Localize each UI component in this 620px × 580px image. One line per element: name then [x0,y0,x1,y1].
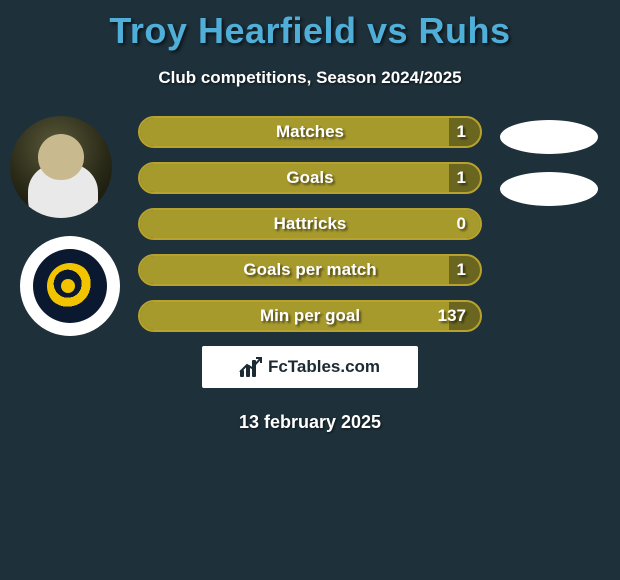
stat-value: 137 [438,302,466,330]
stat-bar-goals: Goals 1 [138,162,482,194]
stat-bar-goals-per-match: Goals per match 1 [138,254,482,286]
bar-chart-icon [240,357,262,377]
subtitle: Club competitions, Season 2024/2025 [0,68,620,88]
club-logo-right-placeholder [500,172,598,206]
player-photo-right-placeholder [500,120,598,154]
brand-link[interactable]: FcTables.com [202,346,418,388]
stat-label: Goals per match [140,256,480,284]
stat-label: Matches [140,118,480,146]
brand-text: FcTables.com [268,357,380,377]
stat-value: 0 [457,210,466,238]
stat-bar-hattricks: Hattricks 0 [138,208,482,240]
stat-label: Hattricks [140,210,480,238]
page-title: Troy Hearfield vs Ruhs [0,0,620,52]
date-text: 13 february 2025 [0,412,620,433]
stat-value: 1 [457,118,466,146]
stat-label: Goals [140,164,480,192]
club-logo-left [20,236,120,336]
stats-bars: Matches 1 Goals 1 Hattricks 0 Goals per … [138,116,482,332]
comparison-area: Matches 1 Goals 1 Hattricks 0 Goals per … [0,116,620,433]
player-photo-left [10,116,112,218]
stat-bar-min-per-goal: Min per goal 137 [138,300,482,332]
stat-label: Min per goal [140,302,480,330]
stat-value: 1 [457,256,466,284]
stat-bar-matches: Matches 1 [138,116,482,148]
stat-value: 1 [457,164,466,192]
